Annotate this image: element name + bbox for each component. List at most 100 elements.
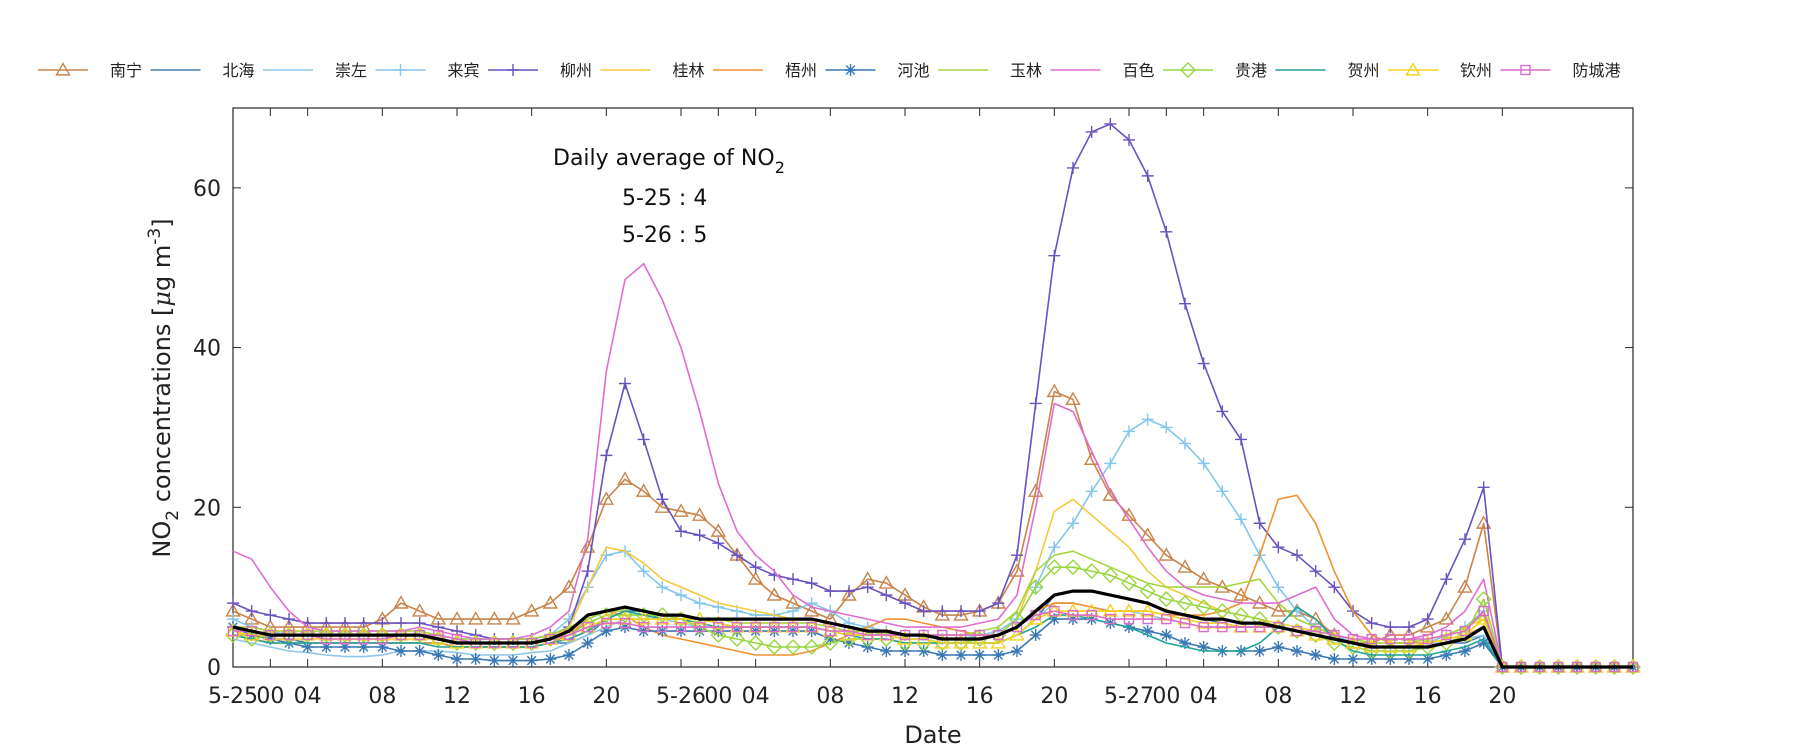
data-point (1438, 611, 1455, 625)
data-point (1104, 117, 1117, 130)
data-point (656, 493, 669, 506)
data-point (953, 635, 969, 652)
x-tick-label: 00 (256, 684, 284, 709)
data-point (654, 611, 671, 625)
legend-item: 防城港 (1500, 61, 1621, 80)
data-point (1102, 487, 1119, 501)
data-point (283, 613, 295, 626)
data-point (1197, 641, 1210, 654)
data-point (1457, 579, 1473, 593)
data-point (301, 641, 314, 654)
legend-label: 钦州 (1460, 61, 1492, 80)
data-point (1009, 563, 1025, 577)
legend-label: 梧州 (785, 61, 817, 80)
data-point (355, 627, 372, 644)
data-point (1347, 653, 1359, 666)
data-point (936, 605, 949, 618)
data-point (1049, 605, 1060, 617)
data-point (374, 627, 391, 644)
data-point (320, 641, 333, 654)
data-point (525, 654, 538, 667)
data-point (1459, 533, 1471, 546)
data-point (953, 635, 969, 649)
legend-marker (394, 64, 407, 76)
legend-label: 南宁 (110, 61, 142, 80)
data-point (971, 635, 988, 649)
data-point (1141, 413, 1154, 426)
annotation-line3: 5-26 : 5 (622, 223, 707, 248)
data-point (1384, 621, 1397, 634)
data-point (747, 571, 764, 585)
series-11 (232, 606, 1633, 668)
data-point (467, 611, 484, 625)
series-line (232, 262, 1633, 668)
data-point (675, 525, 687, 538)
data-point (1105, 613, 1116, 625)
data-point (1029, 629, 1042, 642)
data-point (824, 585, 837, 598)
data-point (600, 625, 613, 638)
data-point (747, 635, 764, 652)
data-point (841, 627, 857, 641)
legend-item: 崇左 (263, 61, 367, 80)
data-point (656, 581, 669, 594)
legend-marker (1180, 62, 1196, 78)
x-tick-label: 5-26 (656, 684, 706, 709)
data-point (766, 587, 783, 601)
data-point (318, 627, 335, 644)
x-tick-label: 08 (368, 684, 396, 709)
data-point (712, 537, 725, 550)
legend-item: 桂林 (600, 61, 705, 80)
series-9 (232, 262, 1633, 668)
data-point (1440, 649, 1453, 662)
data-point (675, 621, 687, 633)
x-tick-label: 04 (1190, 684, 1218, 709)
data-point (393, 595, 409, 609)
legend-item: 贺州 (1275, 61, 1380, 80)
data-point (825, 625, 836, 637)
data-point (880, 589, 893, 602)
data-point (339, 641, 351, 654)
data-point (1328, 581, 1341, 594)
legend-item: 梧州 (713, 61, 817, 80)
data-point (638, 621, 649, 633)
x-tick-label: 20 (1488, 684, 1516, 709)
data-point (1123, 613, 1135, 625)
data-point (411, 603, 428, 617)
data-point (1139, 527, 1156, 541)
data-point (675, 589, 687, 602)
data-point (691, 507, 708, 521)
data-point (806, 621, 817, 633)
data-point (1309, 565, 1322, 578)
x-tick-label: 08 (1264, 684, 1292, 709)
legend-label: 北海 (223, 61, 255, 80)
data-point (1121, 603, 1137, 617)
data-point (601, 617, 612, 629)
data-point (1403, 633, 1415, 645)
data-point (1161, 613, 1172, 625)
data-point (1459, 645, 1471, 658)
data-point (861, 581, 874, 594)
data-point (990, 635, 1007, 649)
data-point (934, 607, 951, 621)
data-point (731, 621, 743, 633)
x-tick-label: 5-27 (1104, 684, 1154, 709)
legend-item: 贵港 (1163, 61, 1267, 80)
series-line (232, 606, 1633, 668)
chart-legend: 南宁 北海 崇左 来宾 柳州 桂林 梧州 河池 玉林 百色 贵港 贺州 钦州 防城港 (38, 61, 1621, 80)
data-point (1197, 457, 1210, 470)
data-point (1011, 621, 1023, 633)
data-point (1142, 613, 1153, 625)
x-tick-label: 00 (1152, 684, 1180, 709)
data-point (1067, 609, 1079, 621)
data-point (563, 649, 575, 662)
data-point (1067, 161, 1079, 174)
data-point (1195, 571, 1212, 585)
data-point (843, 585, 855, 598)
data-point (1139, 603, 1156, 617)
legend-label: 玉林 (1010, 61, 1042, 80)
data-point (1011, 645, 1023, 658)
data-point (1177, 595, 1193, 612)
data-point (934, 635, 951, 649)
data-point (897, 631, 913, 645)
